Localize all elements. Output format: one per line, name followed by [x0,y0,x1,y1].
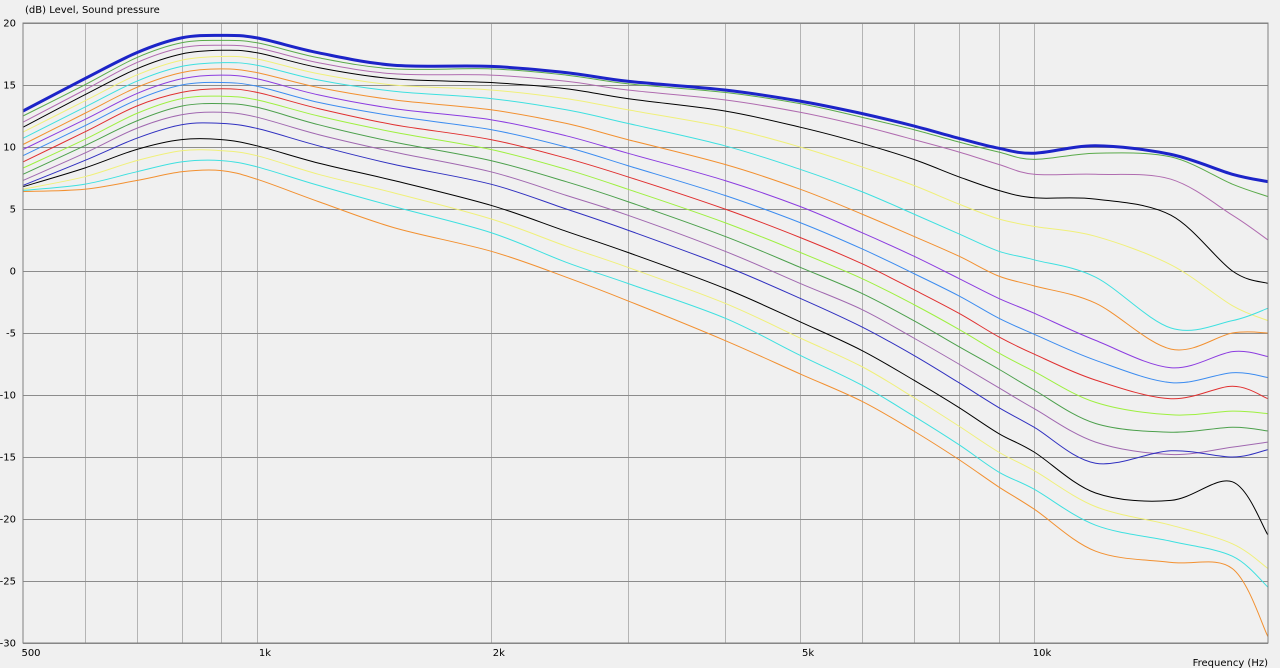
series-line-12 [22,102,1269,433]
y-tick-label: 15 [3,81,16,92]
series-line-10 [22,88,1269,400]
series-line-3 [22,44,1269,241]
plot-frame [22,22,1269,644]
series-line-16 [22,149,1269,570]
y-tick-label: -20 [0,515,16,526]
series-line-6 [22,62,1269,331]
x-axis-label: Frequency (Hz) [1193,658,1269,668]
y-tick-label: -30 [0,639,16,650]
y-tick-labels: 20 15 10 5 0 -5 -10 -15 -20 -25 -30 [0,19,16,650]
y-tick-label: -25 [0,577,16,588]
x-tick-label: 10k [1033,648,1052,659]
y-tick-label: -10 [0,391,16,402]
x-tick-label: 1k [259,648,271,659]
series-line-14 [22,122,1269,465]
series-line-18 [22,169,1269,638]
series-line-15 [22,138,1269,536]
series-line-2 [22,39,1269,198]
x-tick-labels: 500 1k 2k 5k 10k [21,648,1051,659]
x-tick-label: 2k [493,648,505,659]
x-tick-label: 500 [21,648,40,659]
y-axis-label: (dB) Level, Sound pressure [25,5,160,16]
series-line-7 [22,68,1269,351]
x-tick-label: 5k [802,648,814,659]
y-tick-label: 10 [3,143,16,154]
y-tick-label: 20 [3,19,16,30]
series-lines [22,33,1269,638]
y-tick-label: -15 [0,453,16,464]
series-line-17 [22,159,1269,588]
y-tick-label: 0 [10,267,16,278]
series-line-9 [22,81,1269,384]
y-tick-label: -5 [6,329,16,340]
y-tick-label: 5 [10,205,16,216]
series-line-4 [22,49,1269,284]
series-line-1 [22,33,1269,184]
series-line-11 [22,95,1269,416]
series-line-13 [22,111,1269,456]
series-line-5 [22,55,1269,322]
series-line-8 [22,74,1269,369]
